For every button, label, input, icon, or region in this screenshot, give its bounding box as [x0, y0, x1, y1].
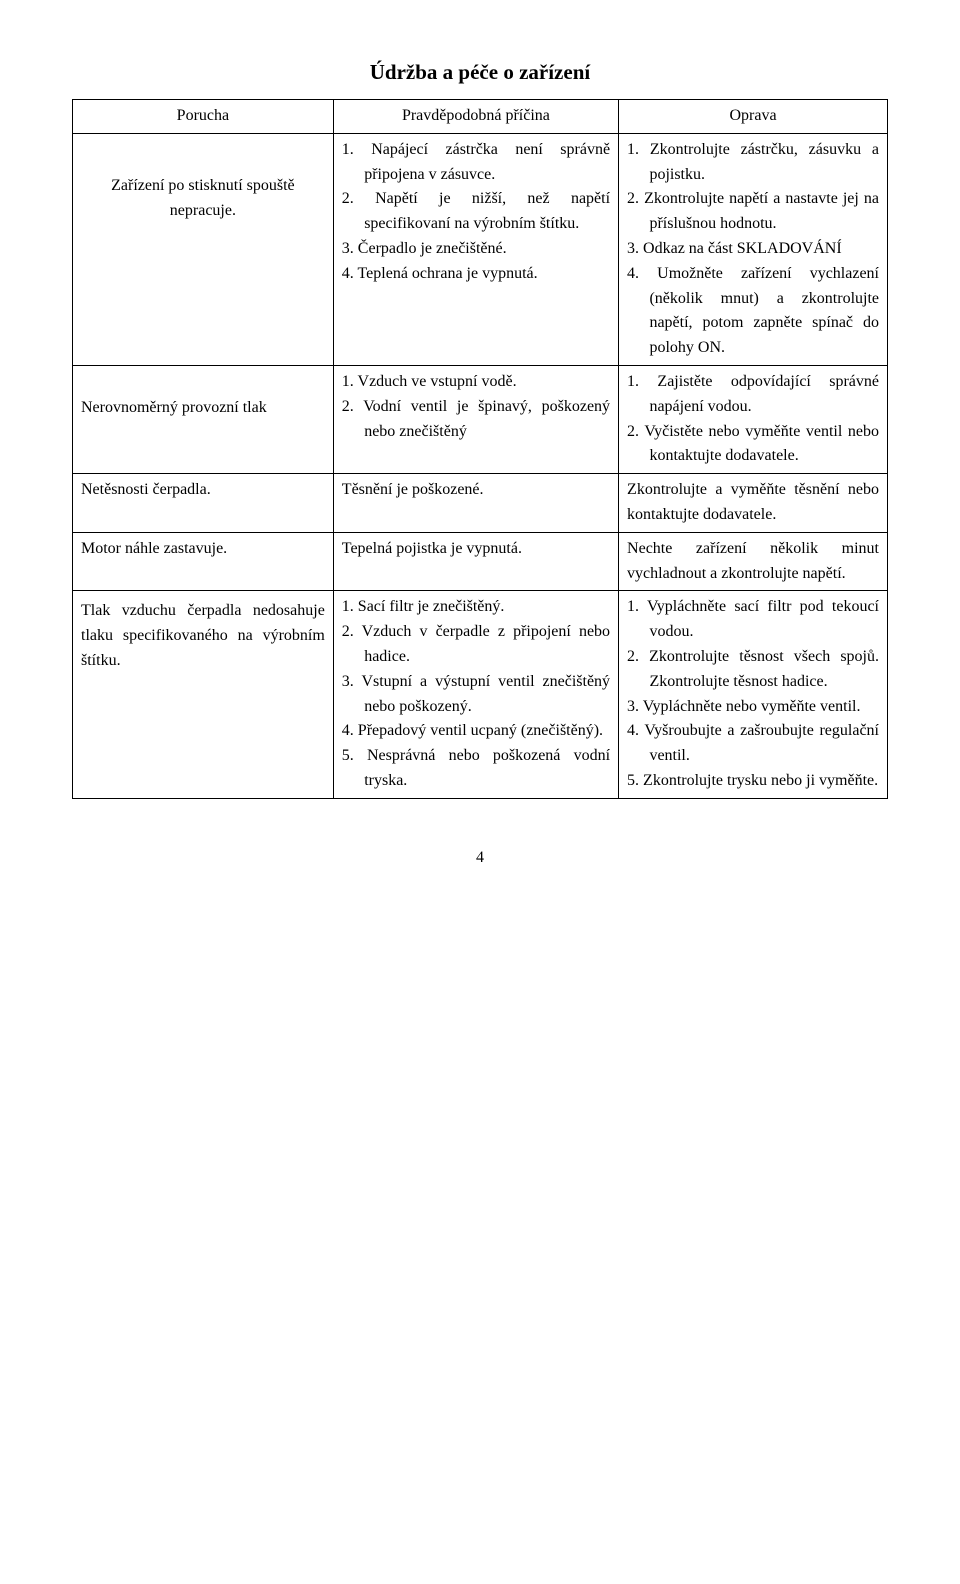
repair-item: 1. Vypláchněte sací filtr pod tekoucí vo… — [627, 595, 879, 645]
repair-item: 4. Vyšroubujte a zašroubujte regulační v… — [627, 719, 879, 769]
table-header-row: Porucha Pravděpodobná příčina Oprava — [73, 100, 888, 134]
table-row: Nerovnoměrný provozní tlak 1. Vzduch ve … — [73, 365, 888, 473]
repair-cell: 1. Zkontrolujte zástrčku, zásuvku a poji… — [619, 133, 888, 365]
fault-cell: Motor náhle zastavuje. — [73, 532, 334, 591]
cause-cell: 1. Vzduch ve vstupní vodě. 2. Vodní vent… — [333, 365, 618, 473]
cause-item: 3. Vstupní a výstupní ventil znečištěný … — [342, 670, 610, 720]
header-repair: Oprava — [619, 100, 888, 134]
repair-item: 5. Zkontrolujte trysku nebo ji vyměňte. — [627, 769, 879, 794]
cause-cell: Tepelná pojistka je vypnutá. — [333, 532, 618, 591]
fault-cell: Zařízení po stisknutí spouště nepracuje. — [73, 133, 334, 365]
repair-item: 2. Vyčistěte nebo vyměňte ventil nebo ko… — [627, 420, 879, 470]
cause-item: 1. Vzduch ve vstupní vodě. — [342, 370, 610, 395]
fault-cell: Tlak vzduchu čerpadla nedosahuje tlaku s… — [73, 591, 334, 798]
repair-cell: Nechte zařízení několik minut vychladnou… — [619, 532, 888, 591]
repair-item: 3. Vypláchněte nebo vyměňte ventil. — [627, 695, 879, 720]
cause-item: 2. Vzduch v čerpadle z připojení nebo ha… — [342, 620, 610, 670]
page-number: 4 — [72, 849, 888, 867]
troubleshooting-table: Porucha Pravděpodobná příčina Oprava Zař… — [72, 99, 888, 799]
cause-item: 1. Napájecí zástrčka není správně připoj… — [342, 138, 610, 188]
header-cause: Pravděpodobná příčina — [333, 100, 618, 134]
repair-item: 3. Odkaz na část SKLADOVÁNÍ — [627, 237, 879, 262]
repair-cell: 1. Vypláchněte sací filtr pod tekoucí vo… — [619, 591, 888, 798]
repair-item: 2. Zkontrolujte těsnost všech spojů. Zko… — [627, 645, 879, 695]
cause-item: 1. Sací filtr je znečištěný. — [342, 595, 610, 620]
repair-cell: 1. Zajistěte odpovídající správné napáje… — [619, 365, 888, 473]
cause-item: 4. Teplená ochrana je vypnutá. — [342, 262, 610, 287]
repair-item: 1. Zajistěte odpovídající správné napáje… — [627, 370, 879, 420]
repair-cell: Zkontrolujte a vyměňte těsnění nebo kont… — [619, 474, 888, 533]
cause-item: 4. Přepadový ventil ucpaný (znečištěný). — [342, 719, 610, 744]
table-row: Zařízení po stisknutí spouště nepracuje.… — [73, 133, 888, 365]
table-row: Netěsnosti čerpadla. Těsnění je poškozen… — [73, 474, 888, 533]
table-row: Motor náhle zastavuje. Tepelná pojistka … — [73, 532, 888, 591]
cause-cell: Těsnění je poškozené. — [333, 474, 618, 533]
repair-item: 1. Zkontrolujte zástrčku, zásuvku a poji… — [627, 138, 879, 188]
document-title: Údržba a péče o zařízení — [72, 60, 888, 85]
cause-cell: 1. Napájecí zástrčka není správně připoj… — [333, 133, 618, 365]
cause-item: 2. Vodní ventil je špinavý, poškozený ne… — [342, 395, 610, 445]
fault-cell: Netěsnosti čerpadla. — [73, 474, 334, 533]
table-row: Tlak vzduchu čerpadla nedosahuje tlaku s… — [73, 591, 888, 798]
header-fault: Porucha — [73, 100, 334, 134]
fault-cell: Nerovnoměrný provozní tlak — [73, 365, 334, 473]
cause-cell: 1. Sací filtr je znečištěný. 2. Vzduch v… — [333, 591, 618, 798]
repair-item: 4. Umožněte zařízení vychlazení (několik… — [627, 262, 879, 361]
cause-item: 5. Nesprávná nebo poškozená vodní tryska… — [342, 744, 610, 794]
repair-item: 2. Zkontrolujte napětí a nastavte jej na… — [627, 187, 879, 237]
cause-item: 3. Čerpadlo je znečištěné. — [342, 237, 610, 262]
cause-item: 2. Napětí je nižší, než napětí specifiko… — [342, 187, 610, 237]
